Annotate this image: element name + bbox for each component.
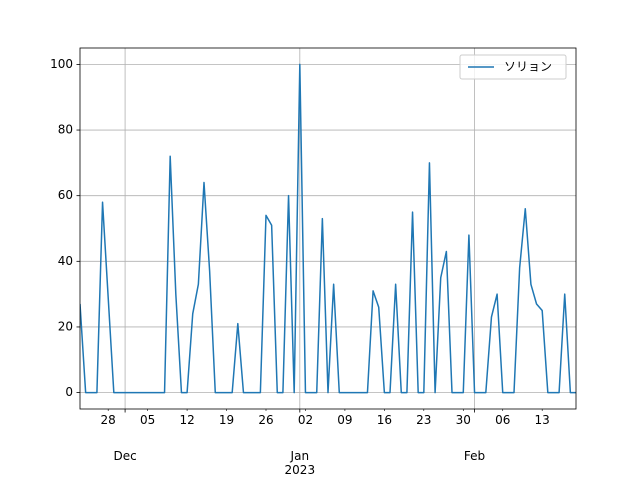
y-tick-label: 40 [58, 254, 73, 268]
x-tick-label: Dec [113, 449, 137, 463]
legend-label: ソリョン [504, 60, 552, 74]
y-tick-label: 20 [58, 319, 73, 333]
x-minor-tick-label: 12 [179, 413, 195, 427]
line [80, 63, 576, 394]
legend-box [459, 54, 567, 80]
y-tick-label: 0 [65, 385, 73, 399]
x-minor-tick-label: 30 [455, 413, 471, 427]
plot-frame [79, 47, 577, 410]
x-tick-label: Feb [463, 449, 486, 463]
x-minor-tick-label: 16 [376, 413, 392, 427]
x-tick-label: Jan 2023 [284, 449, 316, 477]
y-tick-label: 80 [58, 123, 73, 137]
y-tick-label: 100 [50, 57, 73, 71]
y-tick-label: 60 [58, 188, 73, 202]
x-minor-tick-label: 28 [100, 413, 116, 427]
x-minor-tick-label: 02 [297, 413, 314, 427]
x-minor-tick-label: 26 [258, 413, 274, 427]
x-minor-tick-label: 23 [416, 413, 432, 427]
x-minor-tick-label: 05 [139, 413, 156, 427]
x-minor-tick-label: 06 [495, 413, 511, 427]
x-minor-tick-label: 19 [218, 413, 235, 427]
x-minor-tick-label: 13 [534, 413, 550, 427]
x-minor-tick-label: 09 [337, 413, 353, 427]
